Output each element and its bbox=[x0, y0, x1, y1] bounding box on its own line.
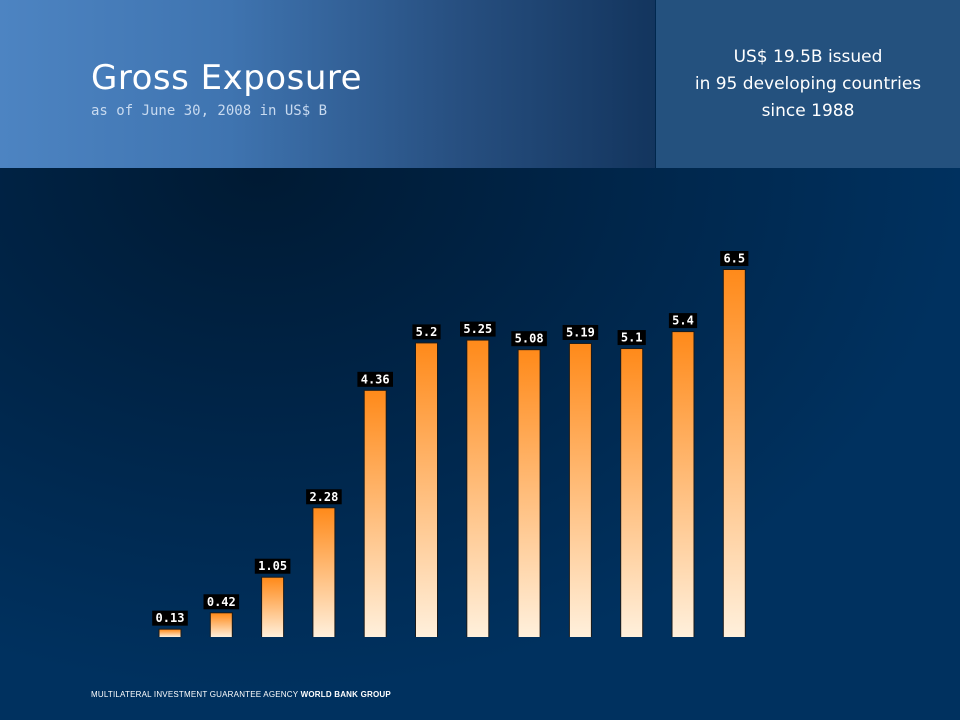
header-band bbox=[0, 0, 655, 168]
data-label: 0.42 bbox=[207, 595, 236, 609]
callout-panel bbox=[656, 0, 960, 168]
data-label: 0.13 bbox=[156, 611, 185, 625]
callout-line-2: in 95 developing countries bbox=[694, 74, 922, 94]
data-label: 5.1 bbox=[621, 331, 643, 345]
footer-agency: MULTILATERAL INVESTMENT GUARANTEE AGENCY bbox=[91, 690, 299, 699]
bar bbox=[467, 340, 489, 637]
data-label-bg bbox=[357, 371, 393, 387]
data-label: 2.28 bbox=[309, 490, 338, 504]
data-label-bg bbox=[668, 313, 698, 329]
data-label-bg bbox=[460, 321, 496, 337]
footer-group: WORLD BANK GROUP bbox=[300, 690, 391, 699]
data-label-bg bbox=[562, 324, 599, 340]
data-label-bg bbox=[152, 610, 188, 626]
bar bbox=[569, 343, 591, 637]
page-title: Gross Exposure bbox=[91, 58, 363, 98]
data-label: 5.08 bbox=[515, 332, 544, 346]
data-label: 5.25 bbox=[463, 322, 492, 336]
data-label-bg bbox=[412, 324, 441, 340]
bar bbox=[416, 343, 437, 637]
page-subtitle: as of June 30, 2008 in US$ B bbox=[91, 103, 328, 119]
data-label-bg bbox=[617, 330, 646, 346]
bar bbox=[723, 270, 745, 637]
data-label-bg bbox=[511, 331, 547, 347]
data-label: 5.4 bbox=[672, 314, 694, 328]
data-label: 5.19 bbox=[566, 325, 595, 339]
data-label: 6.5 bbox=[723, 252, 745, 266]
bars-group: 0.13 0.42 1.05 2.28 4.36 5.2 5.25 5.08 5.19 5.1 5.… bbox=[152, 251, 749, 637]
bar bbox=[621, 349, 643, 637]
bar bbox=[518, 350, 540, 637]
callout-line-3: since 1988 bbox=[761, 101, 855, 121]
data-label: 4.36 bbox=[361, 372, 390, 386]
data-label: 5.2 bbox=[416, 325, 438, 339]
data-label-bg bbox=[720, 251, 749, 266]
data-label-bg bbox=[306, 489, 342, 505]
bar bbox=[262, 577, 284, 637]
bar bbox=[672, 332, 694, 637]
bar bbox=[210, 613, 232, 637]
bar bbox=[364, 390, 386, 637]
bar bbox=[313, 508, 335, 637]
footer: MULTILATERAL INVESTMENT GUARANTEE AGENCY… bbox=[91, 690, 391, 699]
data-label: 1.05 bbox=[258, 559, 287, 573]
data-label-bg bbox=[254, 558, 291, 574]
callout-text: US$ 19.5B issued in 95 developing countr… bbox=[656, 44, 960, 125]
bar bbox=[159, 629, 181, 637]
data-label-bg bbox=[203, 594, 240, 610]
callout-line-1: US$ 19.5B issued bbox=[733, 47, 883, 67]
